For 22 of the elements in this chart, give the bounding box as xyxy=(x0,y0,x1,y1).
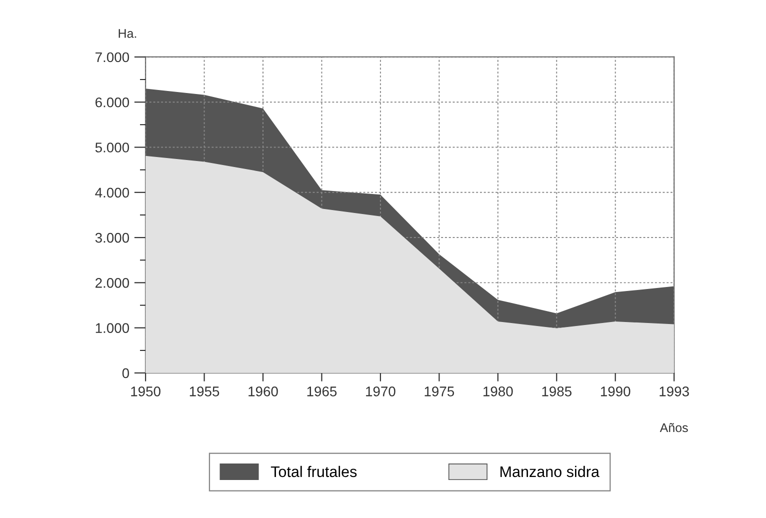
x-tick-label: 1950 xyxy=(131,386,160,396)
x-tick-label: 1955 xyxy=(190,386,220,396)
x-tick-label: 1975 xyxy=(424,386,454,396)
x-axis-title: Años xyxy=(660,423,688,432)
y-tick-label: 7.000 xyxy=(96,52,130,62)
x-tick-label: 1965 xyxy=(307,386,337,396)
y-tick-label: 4.000 xyxy=(95,188,130,198)
y-axis-title: Ha. xyxy=(118,29,136,38)
x-tick-label: 1970 xyxy=(366,386,396,396)
y-tick-label: 5.000 xyxy=(95,142,130,152)
y-tick-label: 0 xyxy=(122,368,130,378)
y-tick-label: 1.000 xyxy=(96,323,130,333)
x-tick-label: 1960 xyxy=(248,386,278,396)
y-tick-label: 6.000 xyxy=(96,97,130,108)
y-tick-label: 2.000 xyxy=(96,278,130,288)
legend-label: Total frutales xyxy=(270,466,357,478)
x-tick-label: 1990 xyxy=(600,386,630,396)
x-tick-label: 1985 xyxy=(542,386,572,396)
legend-label: Manzano sidra xyxy=(500,466,600,478)
x-tick-label: 1993 xyxy=(660,386,689,396)
y-tick-label: 3.000 xyxy=(95,232,130,243)
x-tick-label: 1980 xyxy=(484,386,513,396)
